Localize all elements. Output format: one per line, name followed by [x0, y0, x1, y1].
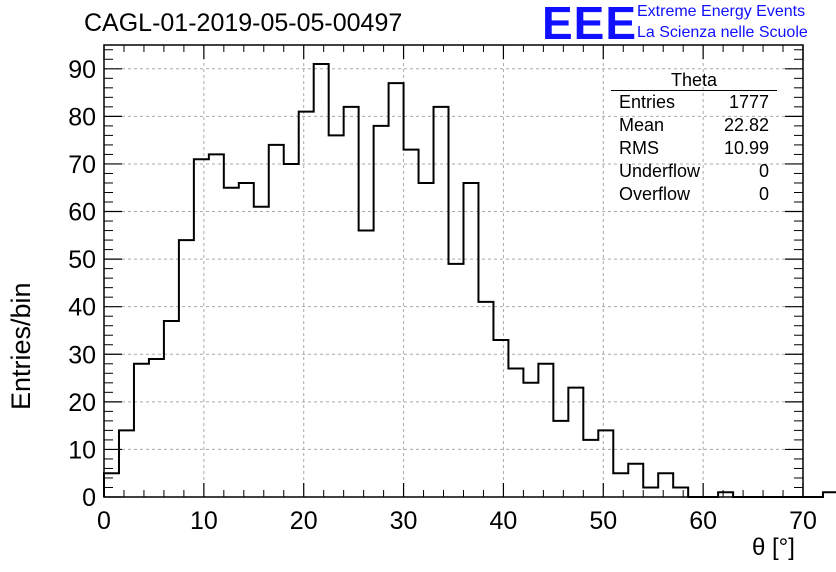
x-tick-label: 40: [490, 507, 518, 535]
histogram-bin: [284, 164, 299, 497]
histogram-bin: [254, 207, 269, 497]
histogram-bin: [104, 473, 119, 497]
stats-row-mean: Mean 22.82: [611, 114, 777, 137]
x-tick-label: 30: [390, 507, 418, 535]
logo-tagline-2: La Scienza nelle Scuole: [637, 24, 808, 41]
histogram-bin: [628, 464, 643, 497]
histogram-bin: [613, 473, 628, 497]
histogram-bin: [583, 440, 598, 497]
histogram-outline: [103, 63, 836, 498]
x-tick-label: 70: [789, 507, 817, 535]
stats-value: 22.82: [723, 115, 769, 135]
histogram-bin: [299, 112, 314, 497]
stats-value: 1777: [728, 92, 769, 112]
histogram-bin: [374, 126, 389, 497]
y-tick-label: 60: [68, 199, 96, 227]
stats-label: Underflow: [619, 161, 701, 181]
histogram-bin: [209, 154, 224, 497]
histogram-bin: [478, 302, 493, 497]
y-tick-label: 10: [68, 436, 96, 464]
histogram-bin: [149, 359, 164, 497]
y-tick-label: 70: [68, 151, 96, 179]
x-tick-label: 10: [190, 507, 218, 535]
stats-row-rms: RMS 10.99: [611, 137, 777, 160]
y-axis-label: Entries/bin: [6, 282, 36, 410]
y-tick-label: 80: [68, 103, 96, 131]
histogram-bin: [329, 135, 344, 497]
histogram-bin: [344, 107, 359, 497]
histogram-bin: [419, 183, 434, 497]
histogram-bin: [523, 383, 538, 497]
histogram-bin: [389, 83, 404, 497]
histogram-bin: [314, 64, 329, 497]
y-tick-label: 30: [68, 341, 96, 369]
stats-row-entries: Entries 1777: [611, 91, 777, 114]
x-tick-label: 20: [290, 507, 318, 535]
x-tick-label: 60: [689, 507, 717, 535]
y-tick-label: 90: [68, 56, 96, 84]
stats-title: Theta: [611, 70, 777, 91]
histogram-bin: [538, 364, 553, 497]
stats-label: RMS: [619, 138, 659, 158]
y-tick-label: 20: [68, 389, 96, 417]
histogram-bin: [269, 145, 284, 497]
histogram-bin: [493, 340, 508, 497]
histogram-bin: [134, 364, 149, 497]
grid: [104, 45, 803, 497]
histogram-bin: [673, 487, 688, 497]
histogram-bin: [224, 188, 239, 497]
histogram-bin: [359, 231, 374, 497]
y-tick-label: 40: [68, 294, 96, 322]
plot-frame: [103, 44, 804, 498]
histogram-bin: [434, 107, 449, 497]
x-axis-label: θ [°]: [752, 534, 795, 561]
x-tick-label: 50: [589, 507, 617, 535]
stats-box: Theta Entries 1777 Mean 22.82 RMS 10.99 …: [611, 70, 777, 206]
histogram-bin: [404, 150, 419, 497]
stats-value: 0: [758, 184, 769, 204]
eee-logo: EEE: [542, 0, 638, 49]
stats-row-overflow: Overflow 0: [611, 183, 777, 206]
x-tick-label: 0: [97, 507, 111, 535]
logo-tagline-1: Extreme Energy Events: [637, 3, 806, 20]
stats-value: 0: [758, 161, 769, 181]
stats-label: Overflow: [619, 184, 691, 204]
y-tick-label: 0: [82, 484, 96, 512]
stats-label: Mean: [619, 115, 665, 135]
histogram-bin: [553, 421, 568, 497]
stats-value: 10.99: [723, 138, 769, 158]
histogram-bin: [658, 473, 673, 497]
stats-label: Entries: [619, 92, 676, 112]
histogram-bin: [194, 159, 209, 497]
axis-tick-labels: 0 10 20 30 40 50 60 70 80 90 0 10 20 30 40 50 60 70: [68, 56, 817, 535]
y-tick-label: 50: [68, 246, 96, 274]
axis-ticks: [103, 45, 804, 498]
histogram-bin: [164, 321, 179, 497]
histogram-bin: [643, 487, 658, 497]
histogram-bin: [179, 240, 194, 497]
histogram-bin: [119, 430, 134, 497]
histogram-bin: [239, 183, 254, 497]
histogram-bin: [568, 388, 583, 497]
chart-title: CAGL-01-2019-05-05-00497: [84, 9, 403, 37]
stats-row-underflow: Underflow 0: [611, 160, 777, 183]
histogram-bin: [508, 369, 523, 497]
histogram-bin: [598, 430, 613, 497]
histogram-bin: [449, 264, 464, 497]
